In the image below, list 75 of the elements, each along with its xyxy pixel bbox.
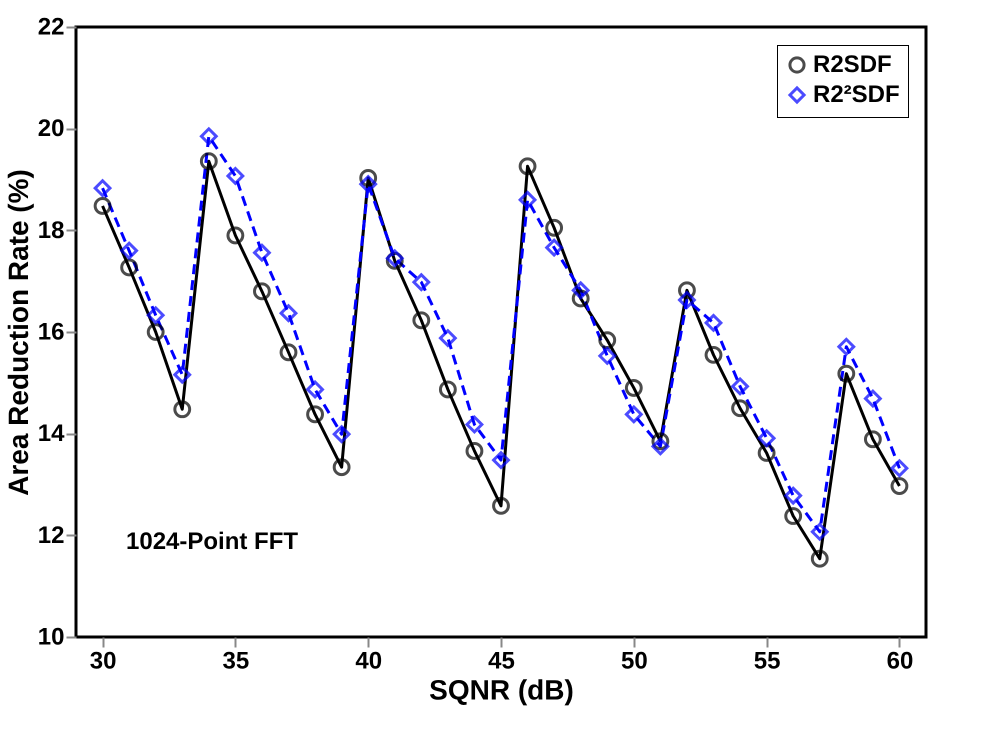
- x-tick-label: 50: [620, 648, 648, 674]
- x-tick-label: 40: [355, 648, 382, 674]
- point: [412, 273, 430, 292]
- point: [253, 244, 271, 262]
- point: [518, 157, 536, 176]
- annotation: 1024-Point FFT: [126, 528, 298, 555]
- point: [784, 486, 802, 505]
- point: [731, 377, 749, 396]
- point: [731, 399, 749, 418]
- point: [412, 311, 430, 330]
- point: [226, 226, 244, 244]
- legend-label: R2SDF: [813, 51, 892, 78]
- point: [332, 425, 351, 444]
- point: [518, 190, 536, 209]
- point: [545, 218, 564, 237]
- point: [784, 507, 802, 525]
- point: [173, 366, 192, 384]
- legend-label: R2²SDF: [813, 81, 900, 108]
- y-axis-title: Area Reduction Rate (%): [2, 169, 34, 496]
- y-tick-label: 10: [38, 624, 64, 650]
- point: [120, 258, 138, 276]
- point: [864, 430, 882, 448]
- x-tick-label: 30: [90, 648, 116, 674]
- point: [466, 416, 484, 434]
- y-tick-label: 22: [38, 14, 64, 40]
- point: [280, 304, 298, 322]
- point: [492, 496, 510, 515]
- point: [598, 331, 616, 350]
- y-tick-label: 12: [38, 522, 64, 549]
- x-axis-title: SQNR (dB): [429, 674, 574, 706]
- point: [890, 477, 908, 495]
- point: [146, 306, 165, 324]
- point: [359, 175, 378, 193]
- point: [492, 451, 510, 470]
- point: [173, 400, 192, 418]
- point: [200, 127, 218, 146]
- point: [837, 338, 856, 356]
- point: [466, 442, 484, 460]
- x-tick-label: 35: [222, 648, 250, 674]
- point: [120, 242, 138, 260]
- x-tick-label: 55: [754, 648, 780, 674]
- point: [94, 179, 112, 198]
- point: [280, 343, 298, 362]
- x-tick-label: 60: [886, 648, 914, 674]
- y-tick-label: 20: [38, 115, 64, 142]
- point: [704, 346, 722, 364]
- point: [758, 444, 776, 462]
- point: [864, 390, 882, 408]
- point: [146, 323, 165, 341]
- y-tick-label: 18: [38, 216, 64, 244]
- point: [651, 437, 670, 456]
- point: [438, 329, 457, 348]
- x-tick-label: 45: [488, 648, 515, 674]
- point: [200, 152, 218, 170]
- point: [810, 522, 829, 541]
- point: [624, 405, 643, 424]
- point: [572, 281, 590, 300]
- point: [810, 550, 829, 568]
- point: [306, 380, 324, 398]
- point: [545, 238, 564, 257]
- point: [306, 405, 324, 424]
- point: [704, 314, 722, 332]
- point: [624, 379, 643, 397]
- point: [890, 459, 908, 478]
- point: [678, 291, 696, 309]
- y-tick-label: 14: [38, 420, 66, 448]
- point: [837, 364, 856, 383]
- point: [758, 429, 776, 448]
- point: [438, 380, 457, 398]
- point: [226, 167, 244, 185]
- point: [94, 197, 112, 215]
- point: [253, 282, 271, 300]
- point: [598, 346, 616, 365]
- point: [332, 458, 351, 476]
- y-tick-label: 16: [38, 318, 64, 346]
